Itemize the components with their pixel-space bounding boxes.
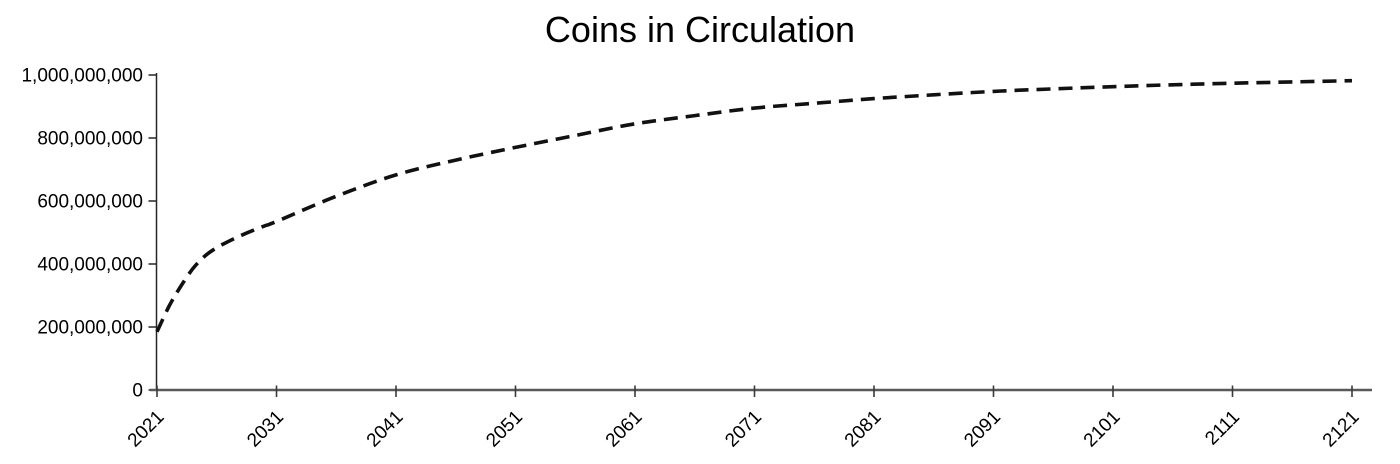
y-axis: 0 200,000,000 400,000,000 600,000,000 800,00…	[21, 66, 158, 402]
x-tick-label: 2041	[363, 407, 408, 452]
y-tick-label: 600,000,000	[37, 192, 143, 213]
x-tick-label: 2031	[243, 407, 288, 452]
x-tick-label: 2091	[960, 407, 1005, 452]
chart-title: Coins in Circulation	[545, 9, 855, 50]
x-tick-label: 2101	[1080, 407, 1125, 452]
x-tick-label: 2021	[124, 407, 169, 452]
y-tick-label: 0	[132, 381, 143, 402]
series-line-coins	[155, 78, 1353, 333]
x-tick-label: 2111	[1201, 407, 1244, 450]
y-tick-label: 400,000,000	[37, 255, 143, 276]
x-tick-label: 2081	[841, 407, 886, 452]
x-tick-label: 2121	[1319, 407, 1364, 452]
y-tick-label: 200,000,000	[37, 318, 143, 339]
x-tick-label: 2071	[721, 407, 766, 452]
y-tick-label: 1,000,000,000	[21, 66, 143, 87]
x-axis: 2021 2031 2041 2051 2061 2071 2081 2091 2101 2111…	[124, 385, 1372, 452]
x-tick-label: 2061	[602, 407, 647, 452]
x-tick-label: 2051	[482, 407, 527, 452]
y-tick-label: 800,000,000	[37, 129, 143, 150]
